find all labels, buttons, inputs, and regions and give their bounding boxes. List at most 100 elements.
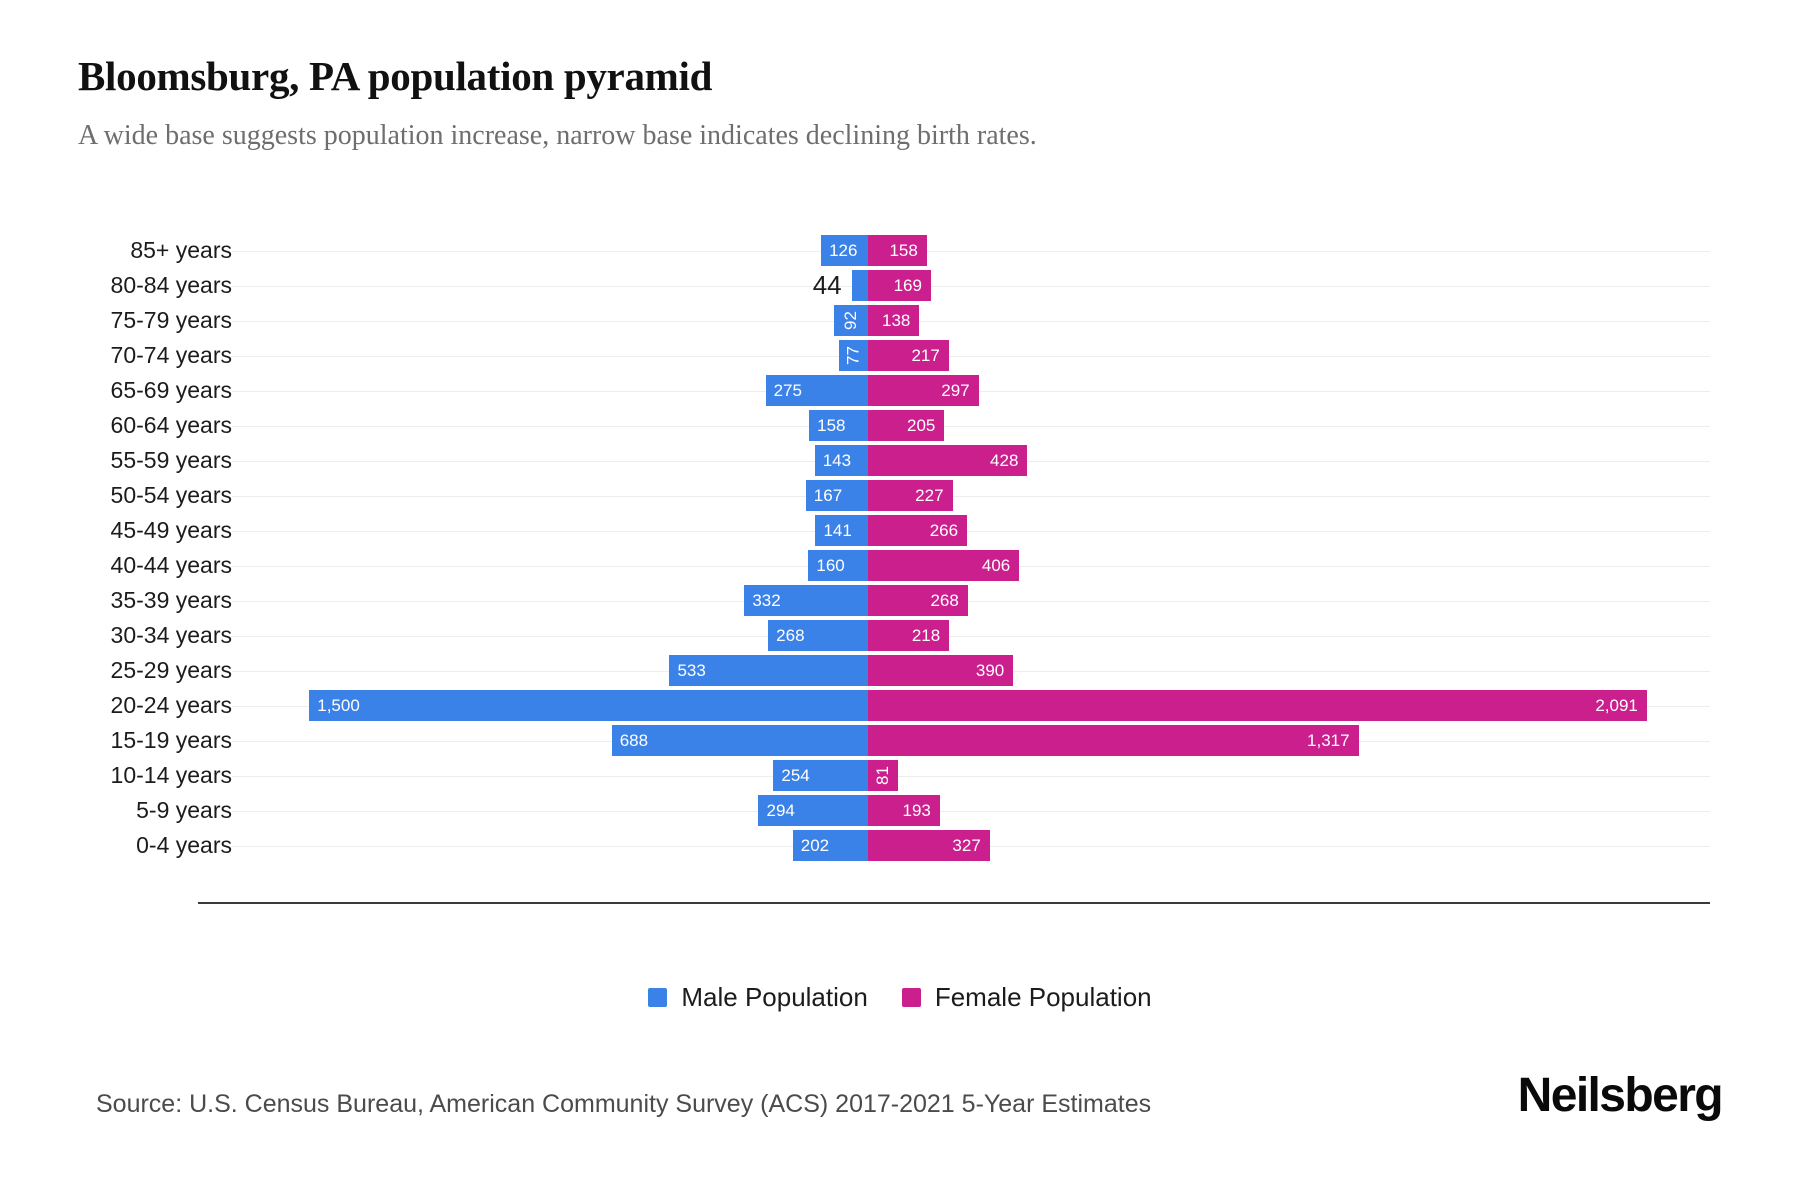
bar-female[interactable]	[868, 585, 968, 616]
bar-male[interactable]	[669, 655, 868, 686]
y-axis-label: 0-4 years	[136, 832, 232, 858]
gridline	[232, 600, 1710, 602]
y-axis-label: 35-39 years	[110, 587, 232, 613]
x-axis-line	[198, 902, 1710, 904]
legend-swatch-female-icon	[901, 988, 921, 1007]
y-axis-label: 60-64 years	[110, 412, 232, 438]
bar-male[interactable]	[758, 795, 868, 826]
y-axis-label: 80-84 years	[110, 272, 232, 298]
bar-male[interactable]	[611, 725, 868, 756]
legend-swatch-male-icon	[648, 988, 668, 1007]
gridline	[232, 530, 1710, 532]
y-axis-labels: 85+ years 80-84 years 75-79 years 70-74 yea…	[0, 226, 232, 858]
gridline	[232, 320, 1710, 322]
gridline	[232, 425, 1710, 427]
bar-value-male: 44	[812, 270, 842, 300]
chart-plot-area: 85+ years 80-84 years 75-79 years 70-74 yea…	[0, 226, 1800, 906]
bar-row: 44 169	[0, 268, 1800, 303]
bar-row: 294 193	[0, 793, 1800, 828]
bar-row: 275 297	[0, 373, 1800, 408]
bar-row: 158 205	[0, 408, 1800, 443]
page-title: Bloomsburg, PA population pyramid	[78, 53, 713, 99]
y-axis-label: 85+ years	[130, 237, 232, 263]
y-axis-label: 15-19 years	[110, 727, 232, 753]
bar-female[interactable]	[868, 305, 920, 336]
bar-row: 141 266	[0, 513, 1800, 548]
bar-female[interactable]	[868, 725, 1359, 756]
y-axis-label: 75-79 years	[110, 307, 232, 333]
bar-male[interactable]	[792, 830, 868, 861]
bar-male[interactable]	[768, 620, 868, 651]
bar-female[interactable]	[868, 515, 968, 546]
gridline	[232, 355, 1710, 357]
bar-row: 92 138	[0, 303, 1800, 338]
bar-female[interactable]	[868, 690, 1647, 721]
bar-female[interactable]	[868, 655, 1014, 686]
y-axis-label: 20-24 years	[110, 692, 232, 718]
y-axis-label: 65-69 years	[110, 377, 232, 403]
bar-female[interactable]	[868, 550, 1020, 581]
y-axis-label: 30-34 years	[110, 622, 232, 648]
chart-legend: Male Population Female Population	[0, 982, 1800, 1013]
bar-male[interactable]	[851, 270, 868, 301]
bar-male[interactable]	[309, 690, 868, 721]
bar-male[interactable]	[814, 445, 868, 476]
y-axis-label: 70-74 years	[110, 342, 232, 368]
legend-label-female: Female Population	[934, 982, 1152, 1012]
bar-row: 126 158	[0, 233, 1800, 268]
bar-male[interactable]	[744, 585, 868, 616]
bar-male[interactable]	[815, 515, 868, 546]
legend-item-male[interactable]: Male Population	[648, 982, 868, 1013]
bar-row: 268 218	[0, 618, 1800, 653]
bar-male[interactable]	[833, 305, 868, 336]
bar-male[interactable]	[773, 760, 868, 791]
gridline	[232, 635, 1710, 637]
gridline	[232, 285, 1710, 287]
gridline	[232, 810, 1710, 812]
bar-male[interactable]	[805, 480, 868, 511]
y-axis-label: 55-59 years	[110, 447, 232, 473]
bar-row: 533 390	[0, 653, 1800, 688]
legend-label-male: Male Population	[681, 982, 868, 1012]
bar-female[interactable]	[868, 410, 945, 441]
bar-female[interactable]	[868, 375, 979, 406]
bar-row: 167 227	[0, 478, 1800, 513]
bar-male[interactable]	[821, 235, 868, 266]
legend-item-female[interactable]: Female Population	[901, 982, 1152, 1013]
bar-row: 1,500 2,091	[0, 688, 1800, 723]
gridline	[232, 495, 1710, 497]
bar-row: 688 1,317	[0, 723, 1800, 758]
bar-female[interactable]	[868, 340, 949, 371]
bar-female[interactable]	[868, 795, 940, 826]
bar-female[interactable]	[868, 760, 899, 791]
bar-female[interactable]	[868, 270, 931, 301]
y-axis-label: 5-9 years	[136, 797, 232, 823]
bar-male[interactable]	[809, 410, 868, 441]
bar-female[interactable]	[868, 445, 1028, 476]
bar-row: 202 327	[0, 828, 1800, 863]
y-axis-label: 40-44 years	[110, 552, 232, 578]
page-subtitle: A wide base suggests population increase…	[78, 120, 1037, 151]
bar-female[interactable]	[868, 480, 953, 511]
bar-row: 77 217	[0, 338, 1800, 373]
bar-male[interactable]	[808, 550, 868, 581]
source-note: Source: U.S. Census Bureau, American Com…	[96, 1090, 1152, 1118]
gridline	[232, 775, 1710, 777]
y-axis-label: 45-49 years	[110, 517, 232, 543]
y-axis-label: 50-54 years	[110, 482, 232, 508]
bar-row: 332 268	[0, 583, 1800, 618]
y-axis-label: 25-29 years	[110, 657, 232, 683]
bar-female[interactable]	[868, 235, 927, 266]
gridline	[232, 250, 1710, 252]
bar-male[interactable]	[765, 375, 868, 406]
bar-female[interactable]	[868, 620, 950, 651]
bar-female[interactable]	[868, 830, 990, 861]
brand-logo: Neilsberg	[1517, 1069, 1724, 1122]
bar-male[interactable]	[839, 340, 868, 371]
bar-row: 143 428	[0, 443, 1800, 478]
bar-row: 254 81	[0, 758, 1800, 793]
bar-row: 160 406	[0, 548, 1800, 583]
bars-layer: 126 158 44 169 92 138 77 217 275 297 158 205 143 428 1…	[0, 226, 1800, 906]
y-axis-label: 10-14 years	[110, 762, 232, 788]
